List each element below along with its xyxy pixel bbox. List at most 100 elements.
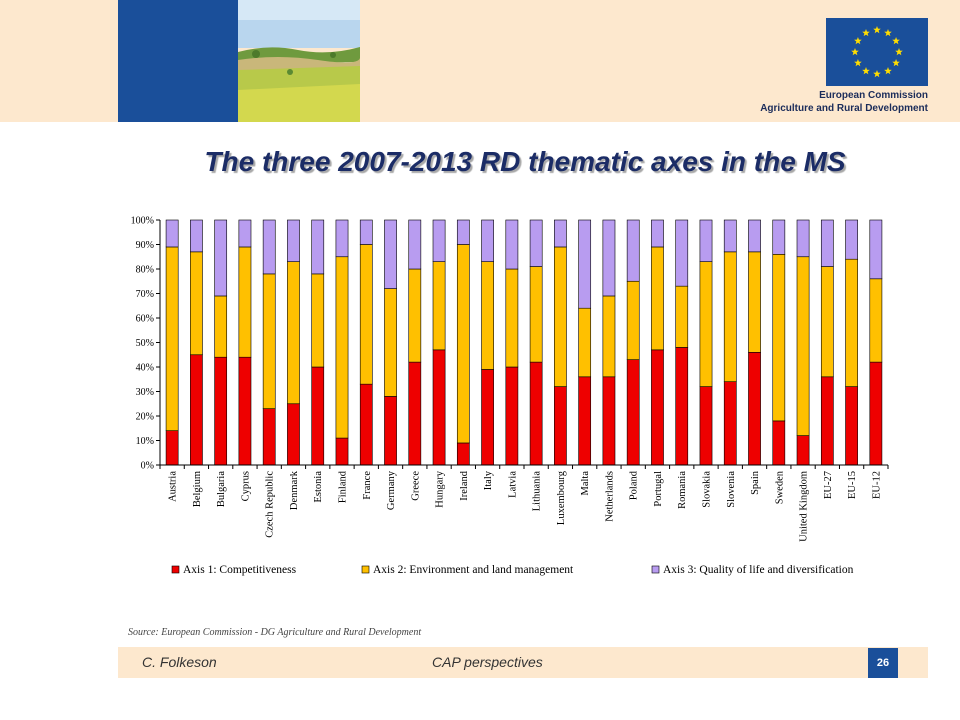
bar-segment-axis2-italy [481,261,494,370]
bar-segment-axis3-estonia [311,219,325,275]
bar-segment-axis3-lithuania [529,219,543,267]
bar-segment-axis3-latvia [505,219,519,270]
eu-star-icon [884,28,892,37]
x-category-label: Bulgaria [216,471,227,507]
bar-segment-axis2-united-kingdom [796,256,810,436]
x-category-label: Malta [580,471,591,496]
bar-segment-axis3-eu-27 [820,219,834,267]
bar-segment-axis1-austria [165,430,179,466]
x-category-label: Germany [386,470,397,510]
bar-segment-axis3-ireland [456,219,470,245]
bar-segment-axis2-germany [384,288,397,397]
eu-star-icon [884,67,892,75]
x-category-label: Sweden [774,470,785,504]
bar-segment-axis3-finland [335,219,349,258]
bar-segment-axis2-slovakia [699,261,713,387]
bar-segment-axis3-bulgaria [214,219,228,297]
footer-author: C. Folkeson [142,654,217,670]
footer-title: CAP perspectives [432,654,543,670]
x-category-label: Finland [338,470,349,503]
stacked-bar-chart: 0% 10% 20% 30% 40% 50% 60% 70% 80% 90% 100% Austria… [131,216,889,576]
bar-segment-axis1-eu-12 [869,361,883,466]
x-category-label: Romania [677,471,688,509]
slide-title: The three 2007-2013 RD thematic axes in … [204,146,846,177]
bar-segment-axis1-cyprus [238,356,252,466]
bar-segment-axis1-netherlands [602,376,616,466]
bar-segment-axis3-italy [481,219,494,262]
x-category-label: Luxembourg [556,470,567,525]
bar-segment-axis1-czech-republic [262,408,276,466]
legend-swatch-axis1 [171,565,180,574]
y-tick-label: 10% [136,436,154,447]
bar-segment-axis2-malta [578,307,592,378]
bar-segment-axis1-portugal [651,349,664,466]
bar-segment-axis2-romania [675,285,689,348]
x-category-label: United Kingdom [799,471,810,542]
bar-segment-axis3-sweden [772,219,786,255]
y-tick-label: 100% [131,216,154,227]
bar-segment-axis1-latvia [505,366,519,466]
landscape-photo [238,0,360,122]
y-tick-label: 70% [136,289,154,300]
y-tick-label: 0% [141,461,154,472]
bar-segment-axis2-sweden [772,253,786,422]
bar-segment-axis2-portugal [651,246,664,351]
bar-segment-axis2-estonia [311,273,325,368]
x-category-label: EU-15 [847,471,858,499]
eu-star-icon [892,37,900,45]
bar-segment-axis3-eu-15 [845,219,858,260]
bar-segment-axis2-latvia [505,268,519,368]
bar-segment-axis3-malta [578,219,592,309]
bar-segment-axis3-spain [748,219,761,253]
bar-segment-axis1-romania [675,347,689,466]
bar-segment-axis1-slovenia [723,381,737,466]
x-category-label: Italy [483,470,494,490]
x-category-label: Czech Republic [265,471,276,538]
bar-segment-axis2-denmark [287,261,300,405]
bar-segment-axis2-france [359,244,373,385]
bar-segment-axis1-sweden [772,420,786,466]
bar-segment-axis1-italy [481,369,494,466]
x-category-label: Hungary [435,470,446,507]
bar-segment-axis2-spain [748,251,761,353]
x-category-label: Slovenia [726,471,737,508]
bar-segment-axis1-finland [335,437,349,466]
bar-segment-axis3-hungary [432,219,446,262]
org-name: European Commission [819,90,928,101]
eu-star-icon [854,59,862,67]
bar-segment-axis3-france [359,219,373,245]
x-category-label: Netherlands [604,471,615,522]
eu-star-icon [862,28,870,37]
x-category-label: Latvia [507,471,518,498]
eu-star-icon [873,70,881,78]
page-number: 26 [868,648,898,678]
bar-segment-axis3-belgium [190,219,203,253]
bar-segment-axis1-ireland [456,442,470,466]
bar-segment-axis2-hungary [432,261,446,351]
bar-segment-axis1-denmark [287,403,300,466]
bar-segment-axis3-eu-12 [869,219,883,280]
bar-segment-axis3-slovakia [699,219,713,262]
bar-segment-axis2-luxembourg [554,246,567,387]
bar-segment-axis3-greece [408,219,422,270]
x-category-label: Denmark [289,470,300,510]
bar-segment-axis2-eu-12 [869,278,883,363]
bar-segment-axis1-france [359,383,373,466]
bar-segment-axis1-greece [408,361,422,466]
legend-swatch-axis3 [651,565,660,574]
bar-segment-axis3-slovenia [723,219,737,253]
footer-band [118,647,928,678]
eu-star-icon [892,59,900,67]
bar-segment-axis3-cyprus [238,219,252,248]
eu-star-icon [895,48,903,56]
x-category-label: EU-27 [823,471,834,499]
bar-segment-axis3-united-kingdom [796,219,810,258]
x-category-label: France [362,471,373,500]
eu-star-icon [873,26,881,34]
bar-segment-axis1-malta [578,376,592,466]
bar-segment-axis3-netherlands [602,219,616,297]
bar-segment-axis1-spain [748,352,761,466]
bar-segment-axis3-czech-republic [262,219,276,275]
x-category-label: Lithuania [532,471,543,512]
bar-segment-axis3-austria [165,219,179,248]
